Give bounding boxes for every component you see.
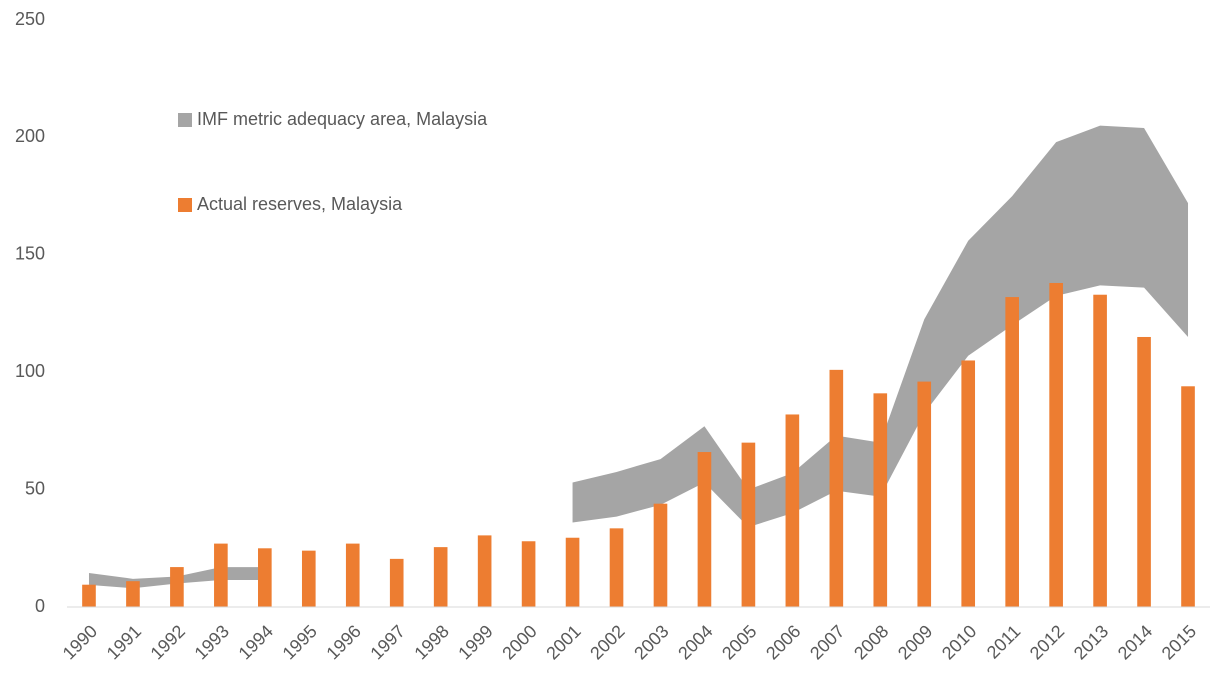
bar: [521, 541, 536, 607]
x-tick-label: 1992: [147, 621, 189, 663]
y-tick-label: 50: [25, 478, 45, 498]
x-tick-label: 2006: [762, 621, 804, 663]
bar: [785, 414, 800, 607]
legend-swatch: [178, 198, 192, 212]
bar: [1181, 386, 1195, 607]
bar: [258, 548, 272, 607]
legend-label: Actual reserves, Malaysia: [197, 194, 403, 214]
x-tick-label: 2013: [1070, 621, 1112, 663]
bar: [170, 567, 184, 607]
bar: [214, 543, 228, 607]
bar: [609, 528, 624, 607]
bar: [82, 584, 96, 607]
x-tick-label: 2010: [938, 621, 980, 663]
x-tick-label: 2001: [542, 621, 584, 663]
bar: [917, 381, 932, 607]
bar: [961, 360, 976, 607]
bar: [697, 452, 712, 607]
bar: [565, 537, 580, 607]
x-tick-label: 2003: [630, 621, 672, 663]
x-tick-label: 1991: [103, 621, 145, 663]
x-tick-label: 2009: [894, 621, 936, 663]
y-tick-label: 0: [35, 596, 45, 616]
bar: [1137, 336, 1151, 607]
x-tick-label: 2014: [1114, 621, 1156, 663]
bar: [873, 393, 888, 607]
x-tick-label: 1994: [235, 621, 277, 663]
x-tick-label: 1990: [59, 621, 101, 663]
bar: [389, 558, 404, 607]
adequacy-area: [572, 125, 1189, 528]
bar: [829, 369, 844, 607]
bar: [433, 547, 448, 607]
x-tick-label: 2004: [674, 621, 716, 663]
legend-label: IMF metric adequacy area, Malaysia: [197, 109, 488, 129]
y-tick-label: 100: [15, 361, 45, 381]
x-tick-label: 1999: [454, 621, 496, 663]
x-tick-label: 2008: [850, 621, 892, 663]
x-tick-label: 1996: [322, 621, 364, 663]
bar: [301, 550, 316, 607]
bar: [1049, 282, 1063, 607]
x-tick-label: 2007: [806, 621, 848, 663]
x-tick-label: 1993: [191, 621, 233, 663]
x-tick-label: 2012: [1026, 621, 1068, 663]
x-tick-label: 1995: [279, 621, 321, 663]
x-tick-label: 2000: [498, 621, 540, 663]
bar: [653, 503, 668, 607]
x-tick-label: 1998: [410, 621, 452, 663]
x-tick-label: 2015: [1158, 621, 1200, 663]
x-tick-label: 2005: [718, 621, 760, 663]
bar: [1005, 297, 1019, 607]
legend-swatch: [178, 113, 192, 127]
x-tick-label: 1997: [366, 621, 408, 663]
bar: [741, 442, 756, 607]
x-tick-label: 2002: [586, 621, 628, 663]
y-tick-label: 150: [15, 244, 45, 264]
bar: [477, 535, 492, 607]
x-tick-label: 2011: [983, 621, 1025, 663]
bar: [345, 543, 360, 607]
bar: [126, 581, 140, 607]
y-tick-label: 250: [15, 9, 45, 29]
bar: [1093, 294, 1107, 607]
y-tick-label: 200: [15, 126, 45, 146]
